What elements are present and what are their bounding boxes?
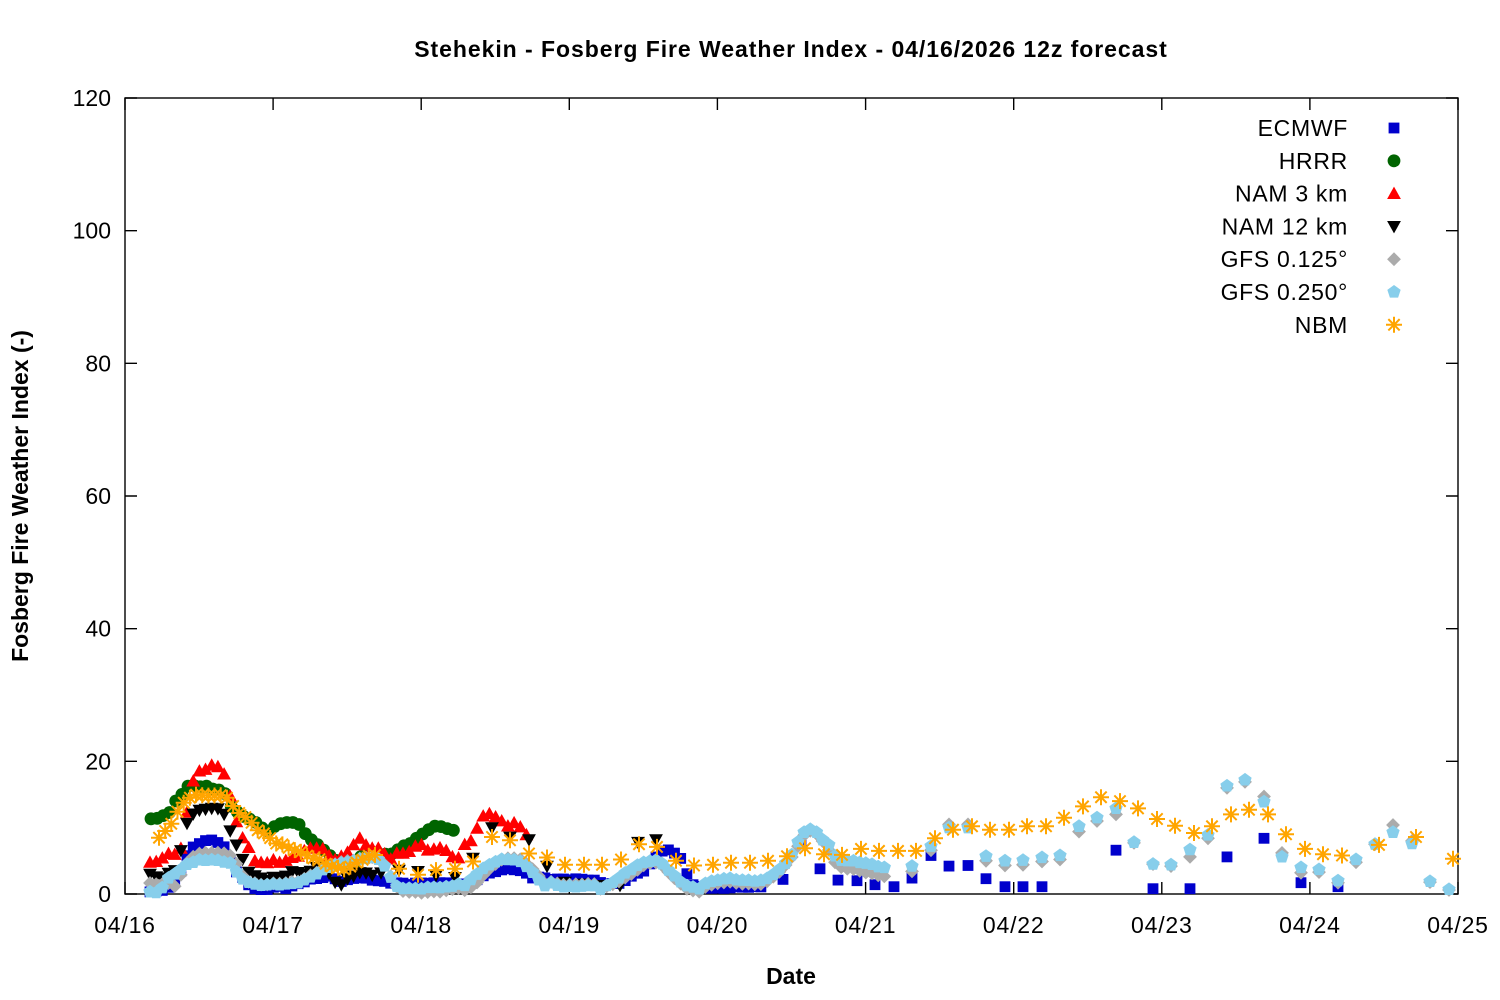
- svg-text:HRRR: HRRR: [1279, 148, 1348, 174]
- svg-text:04/25: 04/25: [1427, 912, 1489, 938]
- svg-text:NAM 3 km: NAM 3 km: [1235, 181, 1348, 207]
- svg-text:04/19: 04/19: [539, 912, 601, 938]
- svg-text:GFS 0.125°: GFS 0.125°: [1221, 246, 1348, 272]
- svg-text:GFS 0.250°: GFS 0.250°: [1221, 279, 1348, 305]
- svg-text:20: 20: [85, 748, 111, 774]
- svg-text:Date: Date: [766, 963, 816, 989]
- svg-text:100: 100: [73, 218, 111, 244]
- svg-text:60: 60: [85, 483, 111, 509]
- svg-text:04/18: 04/18: [390, 912, 452, 938]
- svg-text:04/20: 04/20: [687, 912, 749, 938]
- svg-text:04/17: 04/17: [242, 912, 304, 938]
- svg-text:0: 0: [98, 881, 111, 907]
- svg-text:04/24: 04/24: [1279, 912, 1341, 938]
- svg-text:ECMWF: ECMWF: [1258, 115, 1348, 141]
- svg-text:04/21: 04/21: [835, 912, 897, 938]
- svg-text:40: 40: [85, 616, 111, 642]
- svg-text:80: 80: [85, 350, 111, 376]
- svg-text:120: 120: [73, 85, 111, 111]
- svg-text:NAM 12 km: NAM 12 km: [1222, 213, 1348, 239]
- svg-text:Fosberg Fire Weather Index (-): Fosberg Fire Weather Index (-): [7, 330, 33, 662]
- svg-text:Stehekin - Fosberg Fire Weathe: Stehekin - Fosberg Fire Weather Index - …: [414, 36, 1168, 62]
- svg-text:04/22: 04/22: [983, 912, 1045, 938]
- svg-text:04/23: 04/23: [1131, 912, 1193, 938]
- svg-text:04/16: 04/16: [94, 912, 156, 938]
- svg-text:NBM: NBM: [1295, 312, 1348, 338]
